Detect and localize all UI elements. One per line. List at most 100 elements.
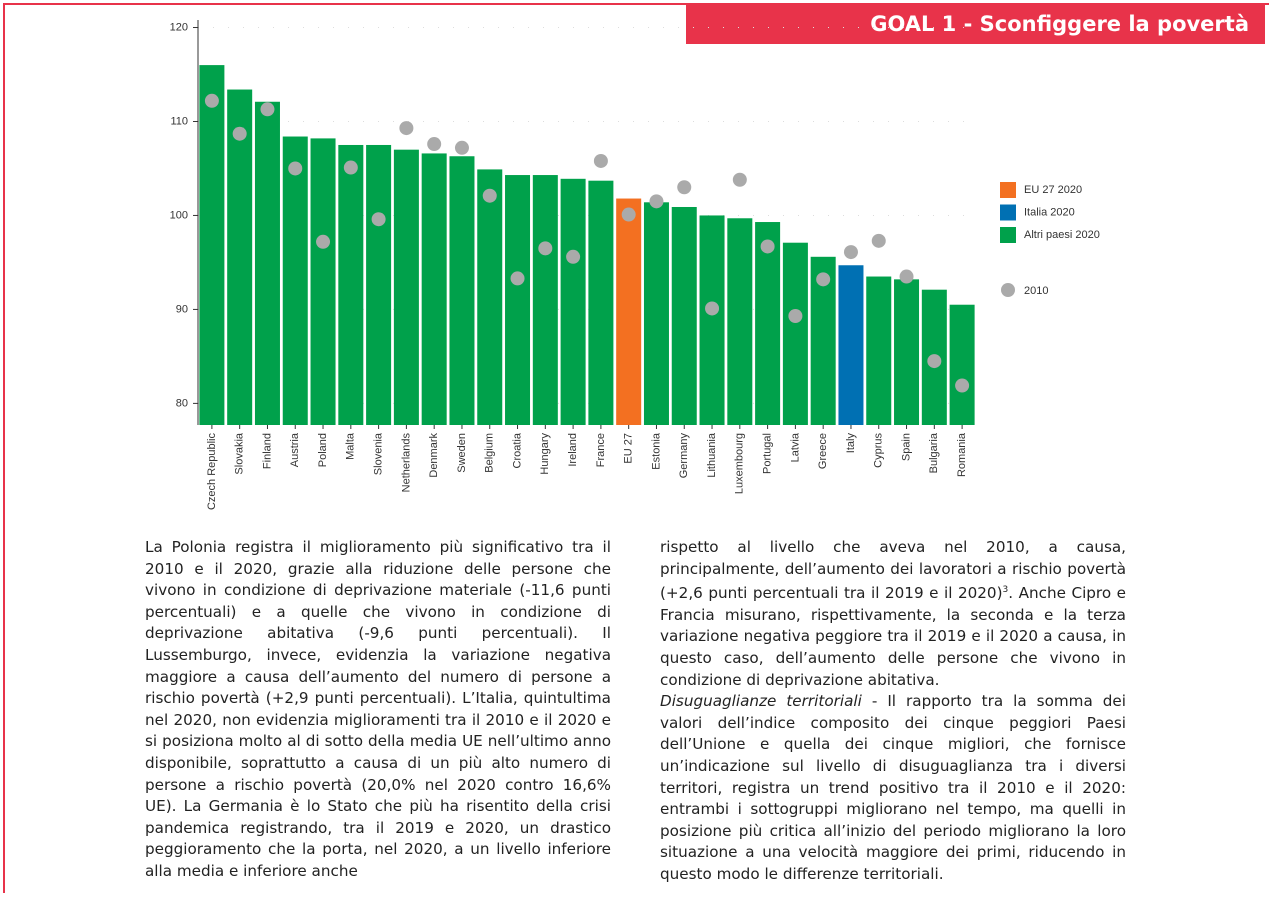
paragraph: rispetto al livello che aveva nel 2010, … <box>660 538 1126 603</box>
bar <box>310 138 336 425</box>
x-tick-label: Hungary <box>539 433 551 475</box>
paragraph: . Anche Cipro e Francia misurano, rispet… <box>660 584 1126 689</box>
paragraph: - Il rapporto tra la somma dei valori de… <box>660 692 1126 883</box>
x-tick-label: Portugal <box>762 433 774 474</box>
bar <box>282 136 308 425</box>
y-tick-label: 110 <box>170 115 188 127</box>
legend-swatch <box>1000 204 1016 221</box>
x-tick-label: Sweden <box>456 433 468 473</box>
marker-2010 <box>260 102 275 117</box>
marker-2010 <box>649 194 664 209</box>
bar <box>560 178 586 425</box>
chart: 80 90 100 110 120 Czech Republic Slovakia Finla… <box>170 20 1100 511</box>
x-tick-label: Luxembourg <box>734 433 746 494</box>
marker-2010 <box>538 241 553 256</box>
legend-label: EU 27 2020 <box>1024 184 1082 196</box>
bar <box>227 89 253 426</box>
bar <box>949 304 975 425</box>
marker-2010 <box>399 121 414 136</box>
section-title: Disuguaglianze territoriali <box>660 692 862 711</box>
x-tick-label: Italy <box>845 433 857 454</box>
marker-2010 <box>593 153 608 168</box>
marker-2010 <box>871 233 886 248</box>
marker-2010 <box>732 172 747 187</box>
x-tick-label: Greece <box>817 433 829 469</box>
legend-label: 2010 <box>1024 285 1048 297</box>
bar <box>449 156 475 425</box>
x-tick-label: Latvia <box>789 432 801 462</box>
marker-2010 <box>927 354 942 369</box>
x-tick-label: Austria <box>289 432 301 467</box>
bar <box>727 218 753 425</box>
x-tick-label: Malta <box>345 432 357 460</box>
bar <box>643 202 669 425</box>
marker-2010 <box>288 161 303 176</box>
marker-2010 <box>482 188 497 203</box>
legend-marker <box>1001 283 1015 297</box>
y-tick-label: 100 <box>170 209 188 221</box>
marker-2010 <box>621 207 636 222</box>
y-tick-label: 120 <box>170 21 188 33</box>
marker-2010 <box>454 140 469 155</box>
paragraph: La Polonia registra il miglioramento più… <box>145 538 611 880</box>
x-tick-label: Lithuania <box>706 432 718 478</box>
marker-2010 <box>788 308 803 323</box>
marker-2010 <box>204 93 219 108</box>
marker-2010 <box>510 271 525 286</box>
bar <box>366 144 392 425</box>
bar <box>588 180 614 425</box>
marker-2010 <box>760 239 775 254</box>
marker-2010 <box>955 378 970 393</box>
legend-swatch <box>1000 182 1016 198</box>
x-tick-label: Ireland <box>567 433 579 467</box>
x-tick-label: Estonia <box>650 432 662 470</box>
bar <box>699 215 725 425</box>
bar <box>393 149 419 425</box>
bar <box>671 206 697 425</box>
x-tick-label: Spain <box>900 433 912 461</box>
bar <box>477 169 503 425</box>
bar <box>838 265 864 425</box>
legend-label: Altri paesi 2020 <box>1024 229 1100 241</box>
marker-2010 <box>677 180 692 195</box>
marker-2010 <box>566 249 581 264</box>
bar <box>532 175 558 425</box>
x-tick-label: Finland <box>261 433 273 469</box>
footnote-ref: 3 <box>1002 585 1009 596</box>
x-tick-label: Denmark <box>428 433 440 478</box>
x-tick-label: Slovakia <box>234 432 246 474</box>
bar <box>866 276 892 425</box>
marker-2010 <box>371 212 386 227</box>
y-tick-label: 80 <box>176 397 188 409</box>
marker-2010 <box>316 234 331 249</box>
marker-2010 <box>343 160 358 175</box>
y-tick-label: 90 <box>176 303 188 315</box>
marker-2010 <box>899 269 914 284</box>
bar <box>894 279 920 425</box>
x-tick-label: Bulgaria <box>928 432 940 473</box>
x-tick-label: Czech Republic <box>206 433 218 511</box>
bar <box>199 65 225 426</box>
x-tick-label: EU 27 <box>623 433 635 464</box>
marker-2010 <box>816 272 831 287</box>
goal-header: GOAL 1 - Sconfiggere la povertà <box>686 5 1265 44</box>
marker-2010 <box>705 301 720 316</box>
marker-2010 <box>843 245 858 260</box>
bar <box>755 222 781 425</box>
marker-2010 <box>232 126 247 141</box>
x-tick-label: Germany <box>678 433 690 479</box>
bar <box>616 198 642 425</box>
x-tick-label: Poland <box>317 433 329 467</box>
x-tick-label: Romania <box>956 432 968 477</box>
marker-2010 <box>427 137 442 152</box>
bar <box>782 242 808 425</box>
legend-label: Italia 2020 <box>1024 206 1075 218</box>
x-tick-label: Slovenia <box>373 432 385 475</box>
x-tick-label: Cyprus <box>873 433 885 468</box>
page-frame <box>3 3 1269 893</box>
bar <box>338 144 364 425</box>
x-tick-label: Belgium <box>484 433 496 473</box>
bar <box>254 101 280 425</box>
x-tick-label: France <box>595 433 607 467</box>
